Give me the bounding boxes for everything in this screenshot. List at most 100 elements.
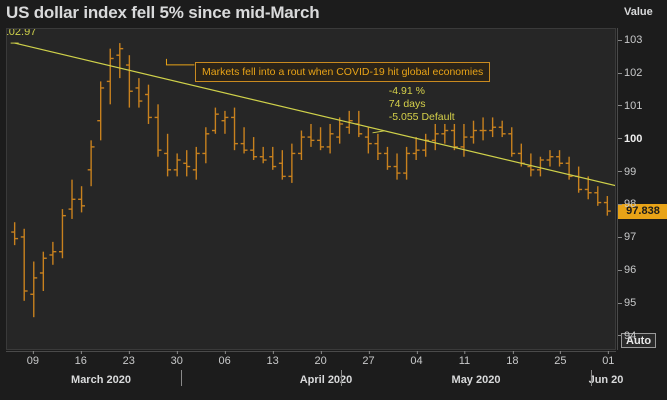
value-axis-tick: 97 xyxy=(618,231,636,243)
time-axis[interactable]: 09 16 23 30 06 13 20 27 04 11 18 25 01 March 2020 Apri… xyxy=(6,351,623,396)
ohlc-bar xyxy=(250,137,258,160)
ohlc-bar xyxy=(97,81,105,141)
ohlc-bar xyxy=(240,127,248,154)
time-axis-tick: 09 xyxy=(26,351,39,367)
ohlc-bar xyxy=(489,117,497,138)
measure-stat-line: -5.055 Default xyxy=(388,111,455,124)
callout-leader-line xyxy=(165,58,195,66)
time-axis-tick: 13 xyxy=(266,351,279,367)
time-axis-tick: 18 xyxy=(506,351,519,367)
value-axis-tick: 100 xyxy=(618,133,642,145)
callout-annotation[interactable]: Markets fell into a rout when COVID-19 h… xyxy=(195,62,491,82)
ohlc-bar xyxy=(460,123,468,157)
ohlc-bar xyxy=(603,196,611,216)
ohlc-bar xyxy=(403,146,411,180)
time-axis-tick: 25 xyxy=(554,351,567,367)
ohlc-bar xyxy=(164,133,172,177)
current-price-badge: 97.838 xyxy=(618,203,667,219)
value-axis-tick: 101 xyxy=(618,100,642,112)
ohlc-bar xyxy=(192,146,200,180)
measure-stat-line: 74 days xyxy=(388,98,426,111)
time-axis-tick: 04 xyxy=(410,351,423,367)
ohlc-bar xyxy=(39,251,47,291)
value-axis-tick: 98 xyxy=(618,198,636,210)
ohlc-bar xyxy=(307,123,315,147)
ohlc-series xyxy=(11,43,611,318)
time-axis-month-label: March 2020 xyxy=(71,374,131,386)
ohlc-bar xyxy=(364,127,372,154)
time-axis-month-label: April 2020 xyxy=(299,374,353,386)
time-axis-tick: 16 xyxy=(74,351,87,367)
ohlc-bar xyxy=(546,150,554,167)
ohlc-bar xyxy=(183,150,191,177)
trendline[interactable] xyxy=(14,42,615,209)
ohlc-bar xyxy=(154,104,162,157)
ohlc-bar xyxy=(527,153,535,177)
auto-scale-button[interactable]: Auto xyxy=(621,333,657,348)
peak-value-label: 102.97 xyxy=(6,28,37,39)
ohlc-bar xyxy=(565,156,573,180)
value-axis-tick: 99 xyxy=(618,166,636,178)
ohlc-bar xyxy=(173,153,181,177)
time-axis-tick: 27 xyxy=(362,351,375,367)
ohlc-bar xyxy=(326,123,334,154)
ohlc-bar xyxy=(431,123,439,151)
ohlc-bar xyxy=(59,209,66,259)
time-axis-tick: 06 xyxy=(218,351,231,367)
time-axis-separator xyxy=(181,370,182,386)
time-axis-tick: 23 xyxy=(122,351,135,367)
ohlc-bar xyxy=(374,133,382,160)
value-axis-tick: 102 xyxy=(618,67,642,79)
ohlc-bar xyxy=(384,146,391,170)
ohlc-bar xyxy=(231,107,238,151)
measure-stat-line: -4.91 % xyxy=(388,85,425,98)
plot-area[interactable]: Markets fell into a rout when COVID-19 h… xyxy=(6,28,616,350)
ohlc-bar xyxy=(145,84,152,124)
ohlc-bar xyxy=(87,140,95,187)
ohlc-bar xyxy=(106,48,114,105)
ohlc-bar xyxy=(125,55,133,108)
ohlc-bar xyxy=(317,127,324,151)
ohlc-bar xyxy=(498,120,506,138)
ohlc-bar xyxy=(288,143,296,183)
ohlc-bar xyxy=(594,186,602,206)
ohlc-bar xyxy=(202,127,210,164)
ohlc-bar xyxy=(259,146,267,164)
ohlc-bar xyxy=(211,107,219,134)
ohlc-bar xyxy=(470,120,477,144)
ohlc-bar xyxy=(393,153,401,180)
ohlc-bar xyxy=(297,130,305,160)
ohlc-bar xyxy=(221,110,229,134)
time-axis-tick: 01 xyxy=(602,351,615,367)
annotation-overlay xyxy=(10,42,615,209)
value-axis-tick: 94 xyxy=(618,330,636,342)
time-axis-month-label: Jun 20 xyxy=(588,374,624,386)
ohlc-bar xyxy=(450,123,458,151)
time-axis-tick: 20 xyxy=(314,351,327,367)
ohlc-bar xyxy=(479,117,487,141)
value-axis-title: Value xyxy=(624,6,653,18)
time-axis-separator xyxy=(341,370,342,386)
ohlc-bar xyxy=(49,241,57,265)
page-title: US dollar index fell 5% since mid-March xyxy=(6,3,320,22)
time-axis-month-label: May 2020 xyxy=(451,374,501,386)
ohlc-bar xyxy=(135,78,143,108)
ohlc-bar xyxy=(269,146,277,170)
ohlc-bar xyxy=(412,137,420,160)
time-axis-tick: 30 xyxy=(170,351,183,367)
time-axis-tick: 11 xyxy=(458,351,471,367)
ohlc-bar xyxy=(441,123,449,144)
value-axis-tick: 95 xyxy=(618,297,636,309)
ohlc-bar xyxy=(11,222,19,246)
ohlc-bar xyxy=(30,261,38,318)
ohlc-bar xyxy=(68,179,76,219)
value-axis-tick: 103 xyxy=(618,34,642,46)
time-axis-separator xyxy=(591,370,592,386)
ohlc-bar xyxy=(20,228,28,301)
ohlc-bar xyxy=(556,150,563,167)
ohlc-bar xyxy=(336,117,344,144)
measure-connector xyxy=(372,130,385,134)
value-axis[interactable]: Value 97.838 Auto 103 102 101 100 99 98 97 96 95… xyxy=(617,6,667,350)
value-axis-tick: 96 xyxy=(618,264,636,276)
